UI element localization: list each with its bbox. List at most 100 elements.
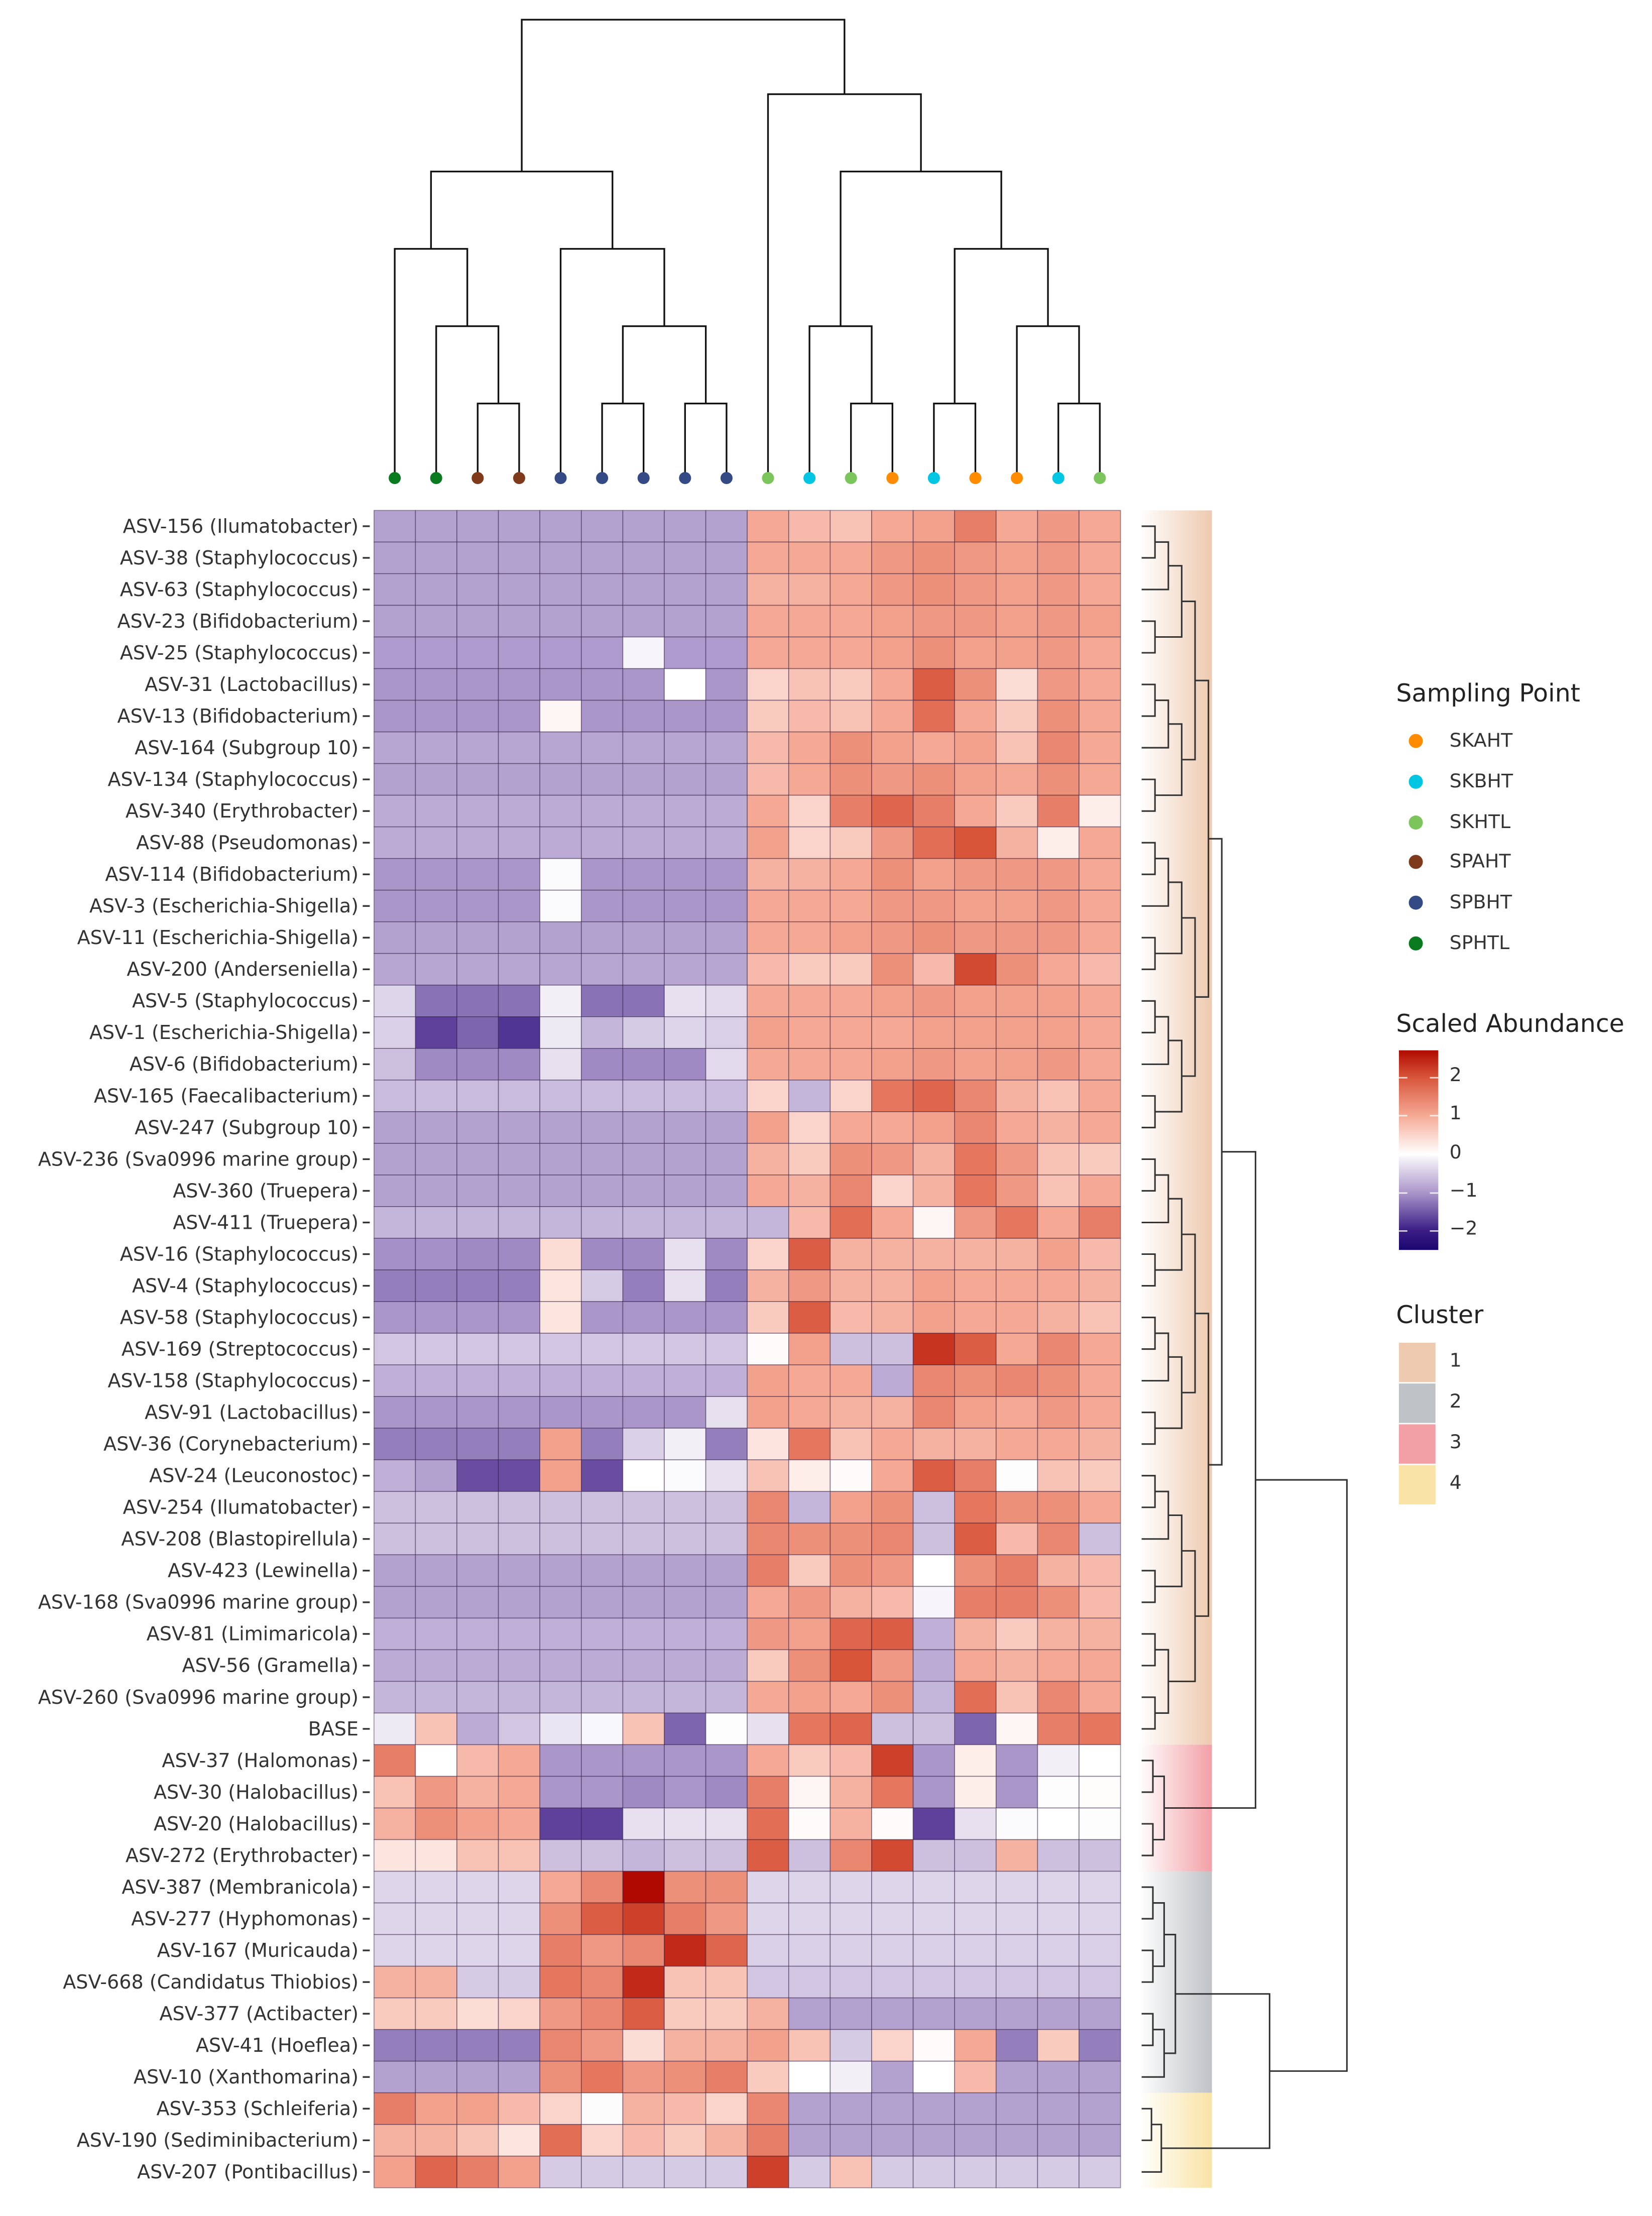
heatmap-cell xyxy=(580,1744,624,1777)
heatmap-cell xyxy=(373,984,416,1017)
column-dendrogram-branch xyxy=(684,402,728,473)
row-label: ASV-360 (Truepera) xyxy=(173,1180,359,1202)
heatmap-cell xyxy=(1037,1554,1080,1587)
heatmap-cell xyxy=(705,1206,748,1239)
heatmap-cell xyxy=(664,573,706,606)
heatmap-cell xyxy=(580,921,624,954)
heatmap-cell xyxy=(995,573,1038,606)
heatmap-cell xyxy=(747,1681,789,1714)
heatmap-cell xyxy=(415,541,457,574)
heatmap-cell xyxy=(622,1175,665,1207)
heatmap-cell xyxy=(498,1586,541,1619)
heatmap-cell xyxy=(788,1175,831,1207)
heatmap-cell xyxy=(995,1902,1038,1935)
cluster-label: 2 xyxy=(1449,1390,1462,1413)
heatmap-cell xyxy=(498,699,541,733)
heatmap-cell xyxy=(788,1048,831,1081)
column-dendrogram-branch xyxy=(767,93,922,473)
heatmap-cell xyxy=(995,1080,1038,1112)
heatmap-cell xyxy=(373,1428,416,1461)
heatmap-cell xyxy=(912,889,956,922)
heatmap-cell xyxy=(498,1965,541,1999)
heatmap-cell xyxy=(498,1554,541,1587)
heatmap-cell xyxy=(1037,826,1080,859)
heatmap-cell xyxy=(580,1111,624,1144)
heatmap-cell xyxy=(664,1143,706,1176)
heatmap-cell xyxy=(788,1712,831,1745)
heatmap-cell xyxy=(456,1586,499,1619)
heatmap-cell xyxy=(664,1364,706,1397)
sampling-point-dot-icon xyxy=(1408,896,1423,910)
heatmap-cell xyxy=(456,636,499,669)
heatmap-cell xyxy=(498,1396,541,1429)
heatmap-cell xyxy=(1037,1080,1080,1112)
heatmap-cell xyxy=(705,2155,748,2188)
row-dendrogram-branch xyxy=(1195,1313,1210,1617)
sampling-point-marker-skbht xyxy=(803,472,816,485)
heatmap-cell xyxy=(705,858,748,891)
heatmap-cell xyxy=(1037,921,1080,954)
heatmap-cell xyxy=(788,510,831,543)
row-label: ASV-668 (Candidatus Thiobios) xyxy=(63,1971,359,1993)
heatmap-cell xyxy=(580,510,624,543)
heatmap-cell xyxy=(954,1143,997,1176)
heatmap-cell xyxy=(580,1554,624,1587)
heatmap-cell xyxy=(498,731,541,764)
heatmap-cell xyxy=(788,1238,831,1270)
heatmap-cell xyxy=(456,1333,499,1365)
heatmap-cell xyxy=(456,2029,499,2062)
heatmap-cell xyxy=(1037,541,1080,574)
heatmap-cell xyxy=(1037,1396,1080,1429)
sampling-point-marker-skbht xyxy=(1052,472,1065,485)
heatmap-cell xyxy=(705,636,748,669)
heatmap-cell xyxy=(747,1649,789,1682)
heatmap-cell xyxy=(747,1965,789,1999)
heatmap-cell xyxy=(954,2029,997,2062)
heatmap-cell xyxy=(1037,1238,1080,1270)
row-label: ASV-16 (Staphylococcus) xyxy=(120,1243,359,1265)
heatmap-cell xyxy=(871,794,914,828)
heatmap-cell xyxy=(954,1839,997,1872)
heatmap-cell xyxy=(705,1333,748,1365)
heatmap-cell xyxy=(580,668,624,701)
heatmap-cell xyxy=(456,953,499,986)
heatmap-cell xyxy=(705,1617,748,1651)
heatmap-cell xyxy=(705,1396,748,1429)
heatmap-cell xyxy=(664,1269,706,1302)
heatmap-cell xyxy=(456,1459,499,1492)
heatmap-cell xyxy=(912,1681,956,1714)
heatmap-cell xyxy=(871,636,914,669)
heatmap-cell xyxy=(664,1839,706,1872)
heatmap-cell xyxy=(747,605,789,638)
heatmap-cell xyxy=(456,2155,499,2188)
heatmap-cell xyxy=(498,1681,541,1714)
heatmap-cell xyxy=(954,1807,997,1840)
heatmap-cell xyxy=(954,921,997,954)
heatmap-cell xyxy=(415,1111,457,1144)
heatmap-cell xyxy=(788,668,831,701)
heatmap-cell xyxy=(830,1617,872,1651)
heatmap-cell xyxy=(1079,1175,1121,1207)
sampling-point-marker-spbht xyxy=(679,472,691,485)
heatmap-cell xyxy=(788,1523,831,1556)
heatmap-cell xyxy=(747,794,789,828)
heatmap-cell xyxy=(456,2060,499,2093)
heatmap-cell xyxy=(1079,1238,1121,1270)
heatmap-cell xyxy=(871,1744,914,1777)
heatmap-cell xyxy=(788,1428,831,1461)
colorbar-tick-label: 0 xyxy=(1449,1141,1462,1164)
heatmap-cell xyxy=(954,1586,997,1619)
scaled-abundance-legend: Scaled Abundance 2 1 0 −1 −2 xyxy=(1396,1011,1624,1250)
heatmap-cell xyxy=(580,1491,624,1524)
heatmap-cell xyxy=(995,1965,1038,1999)
sampling-point-legend: Sampling Point SKAHT SKBHT SKHTL SPAHT SPBHT… xyxy=(1396,680,1580,955)
heatmap-cell xyxy=(539,984,582,1017)
heatmap-cell xyxy=(788,1016,831,1049)
heatmap-cell xyxy=(539,1491,582,1524)
heatmap-cell xyxy=(498,636,541,669)
heatmap-cell xyxy=(830,826,872,859)
heatmap-cell xyxy=(622,1016,665,1049)
heatmap-cell xyxy=(995,794,1038,828)
heatmap-cell xyxy=(995,1712,1038,1745)
heatmap-cell xyxy=(830,2092,872,2125)
